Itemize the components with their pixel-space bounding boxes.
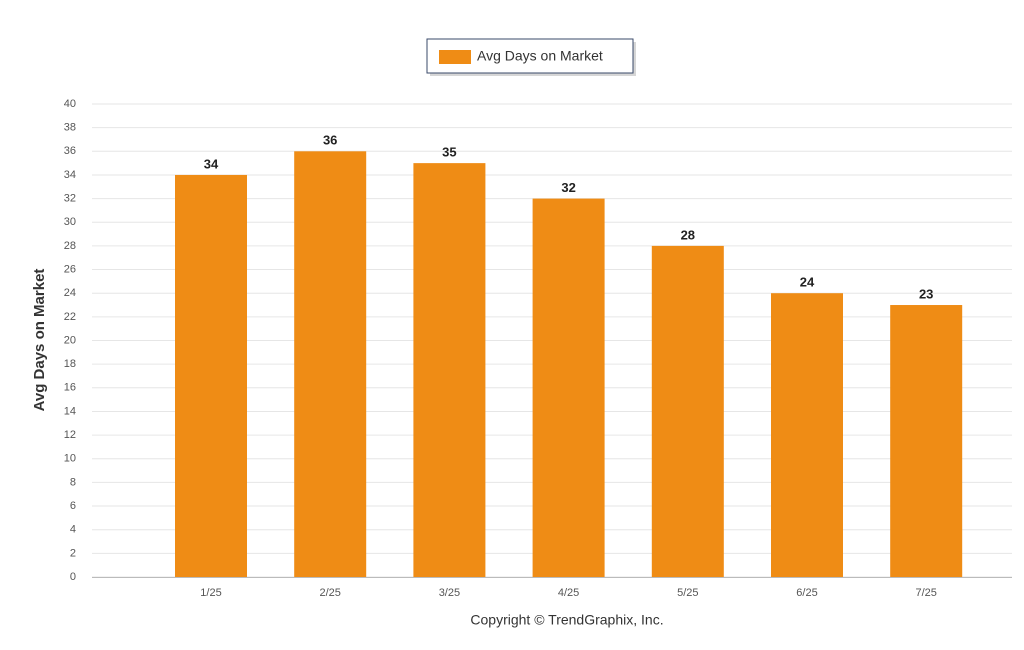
y-tick-label: 12 bbox=[64, 429, 76, 441]
bar bbox=[413, 163, 486, 577]
data-label: 24 bbox=[800, 275, 815, 290]
data-label: 23 bbox=[919, 286, 933, 301]
bar bbox=[175, 174, 247, 577]
data-label: 34 bbox=[204, 156, 219, 171]
y-axis-title: Avg Days on Market bbox=[31, 269, 48, 412]
y-tick-label: 30 bbox=[64, 216, 76, 228]
y-tick-label: 14 bbox=[64, 405, 76, 417]
x-tick-label: 1/25 bbox=[200, 587, 221, 599]
x-tick-label: 4/25 bbox=[558, 587, 579, 599]
caption: Copyright © TrendGraphix, Inc. bbox=[470, 612, 663, 628]
bar bbox=[294, 151, 367, 578]
y-tick-label: 18 bbox=[64, 358, 76, 370]
data-label: 32 bbox=[561, 180, 575, 195]
legend: Avg Days on Market bbox=[426, 38, 636, 76]
x-tick-label: 7/25 bbox=[915, 587, 936, 599]
y-tick-label: 40 bbox=[64, 98, 76, 110]
y-tick-label: 10 bbox=[64, 453, 76, 465]
bar bbox=[651, 245, 724, 577]
y-tick-label: 36 bbox=[64, 145, 76, 157]
bar bbox=[771, 293, 843, 577]
y-tick-label: 4 bbox=[70, 524, 76, 536]
legend-swatch bbox=[439, 50, 471, 64]
y-tick-label: 2 bbox=[70, 547, 76, 559]
y-tick-label: 38 bbox=[64, 122, 76, 134]
y-tick-label: 6 bbox=[70, 500, 76, 512]
bar bbox=[890, 305, 963, 577]
y-tick-label: 8 bbox=[70, 476, 76, 488]
data-label: 36 bbox=[323, 133, 337, 148]
x-tick-label: 6/25 bbox=[796, 587, 817, 599]
y-tick-label: 28 bbox=[64, 240, 76, 252]
y-tick-label: 0 bbox=[70, 571, 76, 583]
y-tick-label: 34 bbox=[64, 169, 76, 181]
legend-label: Avg Days on Market bbox=[477, 48, 603, 64]
bar bbox=[532, 198, 605, 577]
y-tick-label: 20 bbox=[64, 334, 76, 346]
data-label: 28 bbox=[681, 227, 695, 242]
x-tick-label: 3/25 bbox=[439, 587, 460, 599]
y-tick-label: 24 bbox=[64, 287, 76, 299]
x-tick-label: 2/25 bbox=[319, 587, 340, 599]
y-tick-label: 16 bbox=[64, 382, 76, 394]
x-tick-label: 5/25 bbox=[677, 587, 698, 599]
y-tick-label: 26 bbox=[64, 263, 76, 275]
data-label: 35 bbox=[442, 145, 456, 160]
y-tick-label: 32 bbox=[64, 193, 76, 205]
y-tick-label: 22 bbox=[64, 311, 76, 323]
